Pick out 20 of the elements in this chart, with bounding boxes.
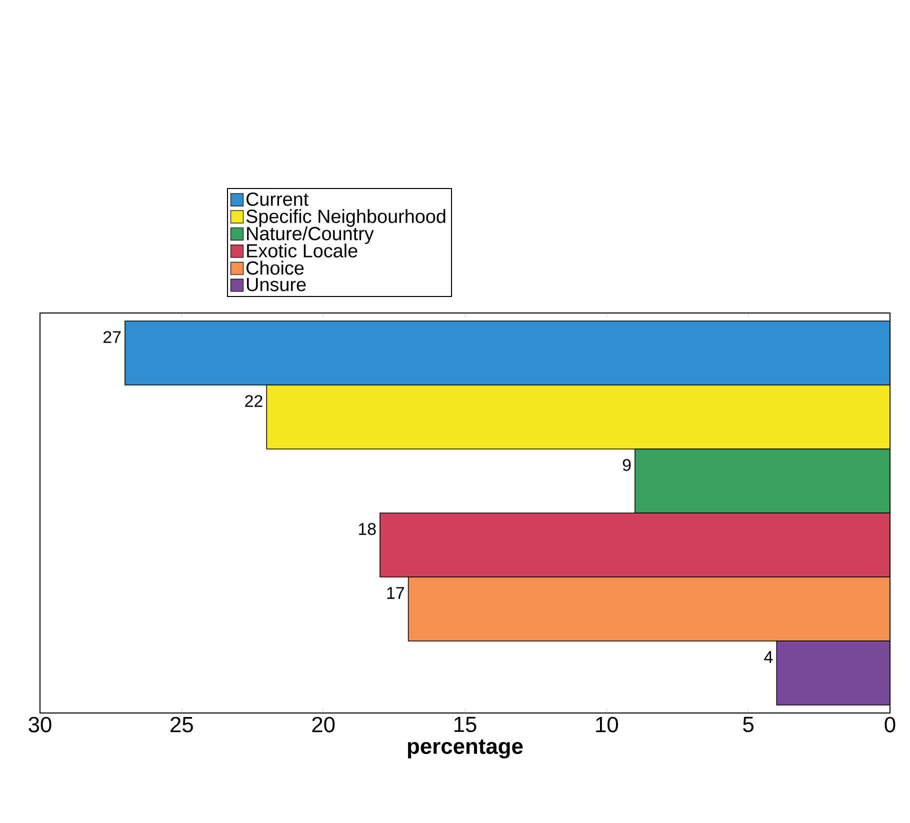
x-tick-label: 30 bbox=[28, 716, 52, 732]
x-tick-label: 5 bbox=[743, 716, 754, 732]
data-label: 9 bbox=[622, 459, 631, 471]
legend-label: Nature/Country bbox=[247, 226, 374, 244]
x-axis-title: percentage bbox=[408, 739, 523, 758]
legend-label: Specific Neighbourhood bbox=[246, 209, 446, 227]
x-tick-label: 15 bbox=[454, 716, 476, 732]
x-tick-label: 25 bbox=[170, 716, 193, 732]
x-tick-label: 20 bbox=[312, 716, 335, 732]
legend-label: Unsure bbox=[246, 278, 306, 292]
data-label: 22 bbox=[245, 395, 262, 407]
data-label: 17 bbox=[387, 587, 404, 599]
x-tick-label: 0 bbox=[884, 716, 896, 732]
x-tick-label: 10 bbox=[596, 716, 618, 732]
legend-label: Exotic Locale bbox=[247, 244, 358, 258]
legend-label: Choice bbox=[246, 260, 304, 275]
data-label: 4 bbox=[764, 651, 773, 663]
data-label: 27 bbox=[104, 331, 121, 343]
data-label: 18 bbox=[358, 523, 376, 535]
legend-label: Current bbox=[246, 192, 309, 206]
